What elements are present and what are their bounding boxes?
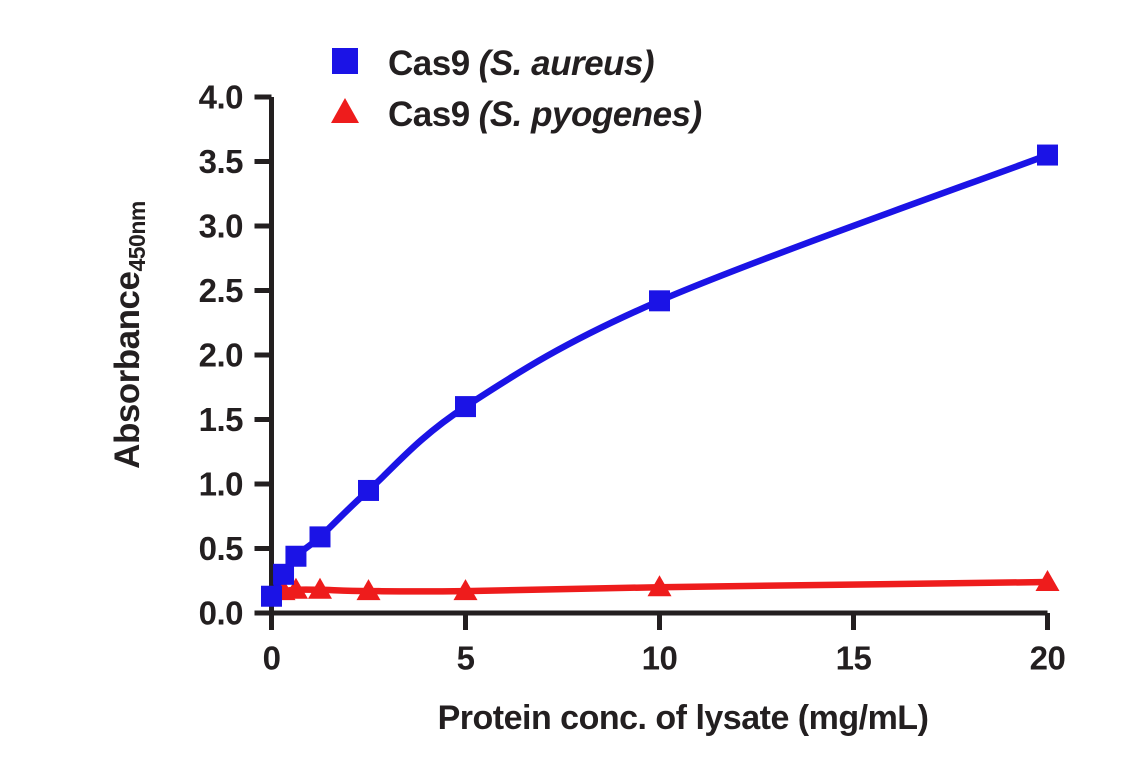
x-tick-label: 15 xyxy=(836,640,872,677)
legend-square-marker-icon xyxy=(332,48,358,74)
data-point-square xyxy=(285,545,307,567)
y-tick-label: 2.0 xyxy=(199,337,243,374)
data-point-square xyxy=(455,396,476,418)
data-point-square xyxy=(358,479,379,501)
data-point-triangle xyxy=(1035,570,1060,592)
y-tick-label: 3.5 xyxy=(199,143,244,180)
x-tick-label: 5 xyxy=(457,640,475,677)
y-tick-label: 4.0 xyxy=(199,79,243,116)
data-point-triangle xyxy=(356,579,381,601)
fit-curve xyxy=(268,151,1051,600)
y-tick-label: 0.5 xyxy=(199,530,244,567)
data-point-square xyxy=(261,585,282,607)
y-tick-label: 1.0 xyxy=(199,466,243,503)
x-tick-label: 20 xyxy=(1030,640,1066,677)
x-axis-title: Protein conc. of lysate (mg/mL) xyxy=(438,699,929,737)
data-point-triangle xyxy=(308,577,332,599)
y-tick-label: 2.5 xyxy=(199,272,244,309)
y-tick-label: 3.0 xyxy=(199,208,243,245)
x-tick-label: 10 xyxy=(642,640,678,677)
legend-label-pyogenes: Cas9 (S. pyogenes) xyxy=(388,95,702,134)
y-axis-title: Absorbance450nm xyxy=(108,201,151,469)
data-point-square xyxy=(649,290,670,312)
series-pyogenes xyxy=(271,570,1060,601)
data-point-square xyxy=(273,563,295,585)
data-point-square xyxy=(309,526,331,548)
data-point-triangle xyxy=(453,579,478,601)
legend: Cas9 (S. aureus) Cas9 (S. pyogenes) xyxy=(331,44,702,134)
y-tick-label: 1.5 xyxy=(199,401,244,438)
data-point-triangle xyxy=(283,577,308,599)
y-tick-label: 0.0 xyxy=(199,595,243,632)
x-tick-label: 0 xyxy=(263,640,281,677)
series-aureus xyxy=(261,144,1058,607)
legend-triangle-marker-icon xyxy=(331,98,359,123)
series-curves xyxy=(261,144,1060,607)
data-point-square xyxy=(1037,144,1058,166)
axes: 0.0 0.5 1.0 1.5 2.0 2.5 3.0 3.5 4.0 0 5 10 15 20 xyxy=(199,79,1066,677)
legend-label-aureus: Cas9 (S. aureus) xyxy=(388,44,654,83)
data-point-triangle xyxy=(647,575,672,597)
